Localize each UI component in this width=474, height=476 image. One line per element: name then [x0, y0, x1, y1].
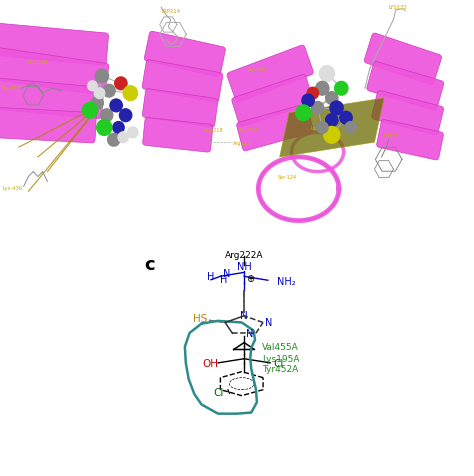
Text: ALA140: ALA140	[246, 67, 265, 72]
Text: H: H	[207, 272, 215, 282]
FancyBboxPatch shape	[367, 61, 444, 110]
Text: b: b	[244, 7, 257, 25]
FancyBboxPatch shape	[145, 31, 225, 77]
FancyBboxPatch shape	[0, 107, 96, 143]
Text: TRP214: TRP214	[161, 9, 181, 14]
Circle shape	[113, 121, 124, 133]
Circle shape	[326, 92, 338, 104]
Circle shape	[302, 94, 314, 107]
Circle shape	[115, 77, 127, 89]
FancyBboxPatch shape	[0, 23, 109, 65]
Circle shape	[119, 109, 132, 121]
Circle shape	[82, 102, 98, 118]
Circle shape	[296, 105, 311, 120]
Text: N: N	[246, 329, 254, 339]
Polygon shape	[280, 98, 384, 157]
Text: ⊕: ⊕	[246, 274, 255, 284]
Circle shape	[317, 121, 328, 133]
Circle shape	[91, 97, 103, 109]
Text: Arg-222: Arg-222	[239, 129, 259, 133]
FancyBboxPatch shape	[0, 47, 109, 95]
Text: Cl: Cl	[273, 359, 283, 369]
Text: N: N	[265, 318, 273, 328]
Text: NH₂: NH₂	[277, 277, 296, 287]
Text: LYS132: LYS132	[389, 5, 408, 10]
FancyBboxPatch shape	[232, 74, 313, 127]
Text: Leu-220: Leu-220	[310, 126, 330, 131]
Text: Arg-218: Arg-218	[204, 129, 223, 133]
Text: Arg222A: Arg222A	[225, 251, 264, 260]
FancyBboxPatch shape	[372, 90, 444, 135]
Text: ALA-194: ALA-194	[28, 60, 49, 65]
Circle shape	[307, 87, 319, 99]
Circle shape	[316, 81, 329, 95]
Text: 4.6: 4.6	[126, 140, 133, 146]
Text: TrP132: TrP132	[382, 134, 398, 139]
Circle shape	[97, 119, 112, 135]
Text: N: N	[240, 311, 248, 321]
Circle shape	[108, 133, 120, 146]
Circle shape	[118, 132, 128, 143]
Text: Tyr452A: Tyr452A	[262, 365, 298, 374]
Circle shape	[100, 109, 113, 121]
Circle shape	[123, 86, 137, 100]
FancyBboxPatch shape	[365, 33, 441, 85]
FancyBboxPatch shape	[237, 104, 313, 151]
FancyBboxPatch shape	[143, 118, 213, 152]
Circle shape	[330, 101, 343, 115]
Text: OH: OH	[202, 359, 218, 369]
Text: H: H	[220, 275, 228, 285]
FancyBboxPatch shape	[377, 119, 443, 160]
Circle shape	[324, 127, 340, 143]
Text: c: c	[145, 256, 155, 274]
Circle shape	[110, 99, 122, 112]
Text: Arg222: Arg222	[233, 141, 251, 146]
Circle shape	[94, 88, 105, 99]
Text: N: N	[223, 269, 230, 279]
Circle shape	[319, 66, 335, 81]
FancyBboxPatch shape	[142, 60, 223, 102]
Circle shape	[345, 121, 356, 133]
Circle shape	[103, 84, 115, 97]
Text: Val455A: Val455A	[262, 343, 299, 352]
FancyBboxPatch shape	[142, 89, 218, 127]
Circle shape	[326, 114, 338, 127]
Circle shape	[95, 69, 109, 83]
Circle shape	[88, 81, 97, 91]
Circle shape	[340, 111, 352, 124]
FancyBboxPatch shape	[0, 78, 104, 119]
Circle shape	[335, 81, 348, 95]
Text: a: a	[6, 7, 18, 25]
FancyBboxPatch shape	[227, 45, 313, 102]
Text: Tyr-411: Tyr-411	[2, 86, 22, 91]
Text: Lys195A: Lys195A	[262, 355, 299, 364]
Text: HS: HS	[193, 315, 207, 325]
Circle shape	[128, 127, 138, 138]
Circle shape	[311, 101, 324, 114]
Text: NH: NH	[237, 262, 252, 272]
Text: Lys-436: Lys-436	[2, 186, 22, 191]
Text: Ser-124: Ser-124	[277, 175, 296, 180]
Text: Cl: Cl	[213, 388, 224, 398]
